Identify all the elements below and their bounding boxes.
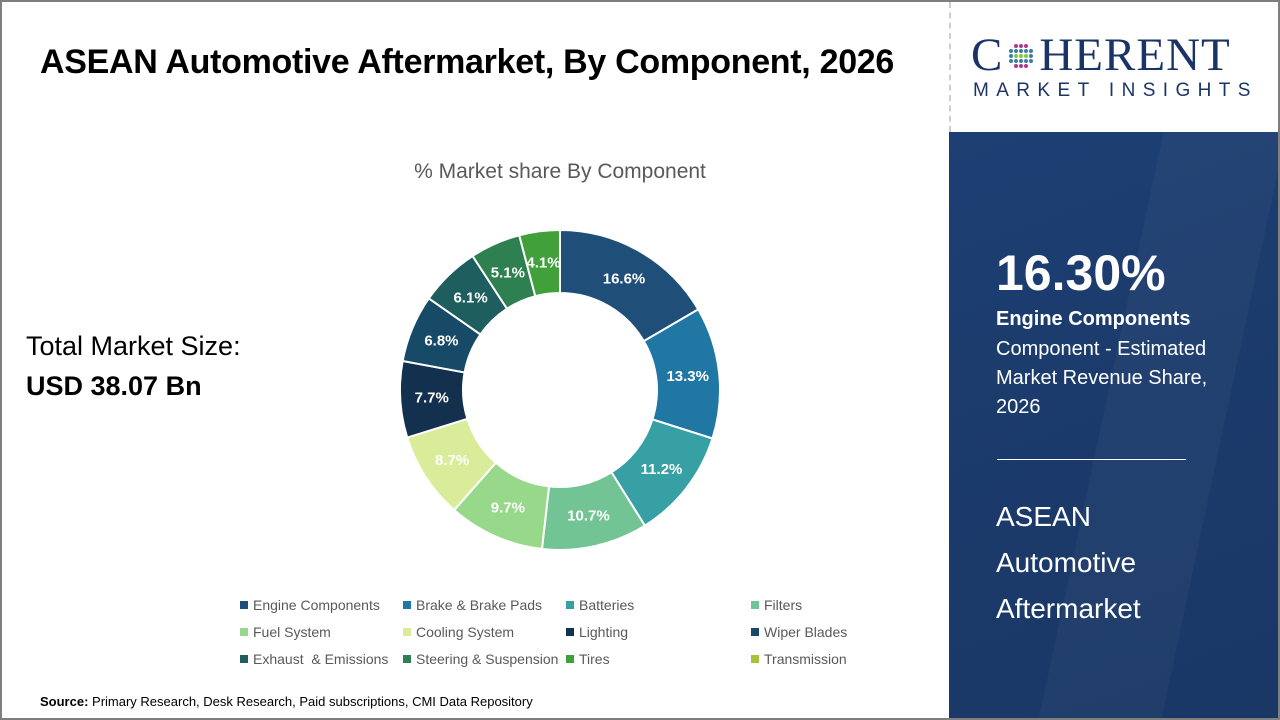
slice-label: 10.7% <box>567 507 610 524</box>
legend-swatch-icon <box>240 654 248 663</box>
source-label: Source: <box>40 694 89 709</box>
highlight-percentage: 16.30% <box>996 245 1166 301</box>
chart-legend: Engine Components Brake & Brake Pads Batte… <box>240 596 860 667</box>
legend-item: Engine Components <box>240 596 403 613</box>
source-note: Source: Primary Research, Desk Research,… <box>40 694 533 709</box>
slice-label: 9.7% <box>491 499 525 516</box>
logo-letters: HERENT <box>1039 29 1231 81</box>
globe-dots-icon <box>1009 43 1034 68</box>
legend-swatch-icon <box>403 627 411 636</box>
legend-item: Filters <box>751 596 849 613</box>
page-title: ASEAN Automotive Aftermarket, By Compone… <box>40 43 895 81</box>
slice-label: 13.3% <box>666 368 709 385</box>
legend-item: Steering & Suspension <box>403 650 566 667</box>
logo-subtitle: MARKET INSIGHTS <box>973 80 1258 101</box>
donut-slice <box>518 228 561 298</box>
market-size: Total Market Size: USD 38.07 Bn <box>26 326 241 406</box>
legend-label: Tires <box>579 650 610 667</box>
logo-wordmark: C HERENT <box>971 32 1231 79</box>
slice-label: 8.7% <box>435 452 469 469</box>
legend-item: Fuel System <box>240 623 403 640</box>
logo-letter-c: C <box>971 29 1004 81</box>
slice-label: 6.8% <box>424 332 458 349</box>
legend-swatch-icon <box>240 600 248 609</box>
market-size-label: Total Market Size: <box>26 331 241 361</box>
legend-item: Tires <box>566 650 729 667</box>
slice-label: 16.6% <box>603 271 646 288</box>
legend-label: Lighting <box>579 623 629 640</box>
legend-item: Brake & Brake Pads <box>403 596 566 613</box>
source-text: Primary Research, Desk Research, Paid su… <box>88 694 533 709</box>
highlight-market-name: ASEAN Automotive Aftermarket <box>996 501 1141 624</box>
legend-swatch-icon <box>240 627 248 636</box>
logo: C HERENT MARKET INSIGHTS <box>949 2 1278 132</box>
legend-swatch-icon <box>403 654 411 663</box>
legend-label: Wiper Blades <box>764 623 848 640</box>
slice-label: 5.1% <box>491 265 525 282</box>
legend-label: Exhaust & Emissions <box>253 650 389 667</box>
legend-label: Engine Components <box>253 596 380 613</box>
legend-label: Fuel System <box>253 623 331 640</box>
legend-item: Cooling System <box>403 623 566 640</box>
legend-label: Transmission <box>764 650 847 667</box>
slice-label: 7.7% <box>415 390 449 407</box>
slice-label: 11.2% <box>641 461 683 478</box>
legend-item: Exhaust & Emissions <box>240 650 403 667</box>
legend-item: Lighting <box>566 623 729 640</box>
legend-item: Batteries <box>566 596 729 613</box>
highlight-panel: 16.30% Engine Components Component - Est… <box>949 132 1278 718</box>
legend-label: Filters <box>764 596 803 613</box>
legend-item: Wiper Blades <box>751 623 849 640</box>
panel-divider <box>997 459 1186 460</box>
legend-label: Batteries <box>579 596 635 613</box>
legend-label: Brake & Brake Pads <box>416 596 543 613</box>
highlight-segment: Engine Components <box>996 308 1191 330</box>
highlight-description: Component - Estimated Market Revenue Sha… <box>996 338 1208 418</box>
legend-swatch-icon <box>566 627 574 636</box>
legend-label: Cooling System <box>416 623 515 640</box>
legend-label: Steering & Suspension <box>416 650 559 667</box>
donut-chart: 16.6% 13.3% 11.2% 10.7% 9.7% 8.7% 7.7% 6.8% 6.1%… <box>399 228 721 551</box>
legend-swatch-icon <box>751 627 759 636</box>
slice-label: 6.1% <box>453 290 487 307</box>
legend-swatch-icon <box>403 600 411 609</box>
legend-swatch-icon <box>751 654 759 663</box>
legend-swatch-icon <box>566 654 574 663</box>
legend-swatch-icon <box>566 600 574 609</box>
legend-swatch-icon <box>751 600 759 609</box>
chart-title: % Market share By Component <box>414 160 706 183</box>
slice-label: 4.1% <box>526 255 560 272</box>
legend-item: Transmission <box>751 650 849 667</box>
market-size-value: USD 38.07 Bn <box>26 371 202 401</box>
